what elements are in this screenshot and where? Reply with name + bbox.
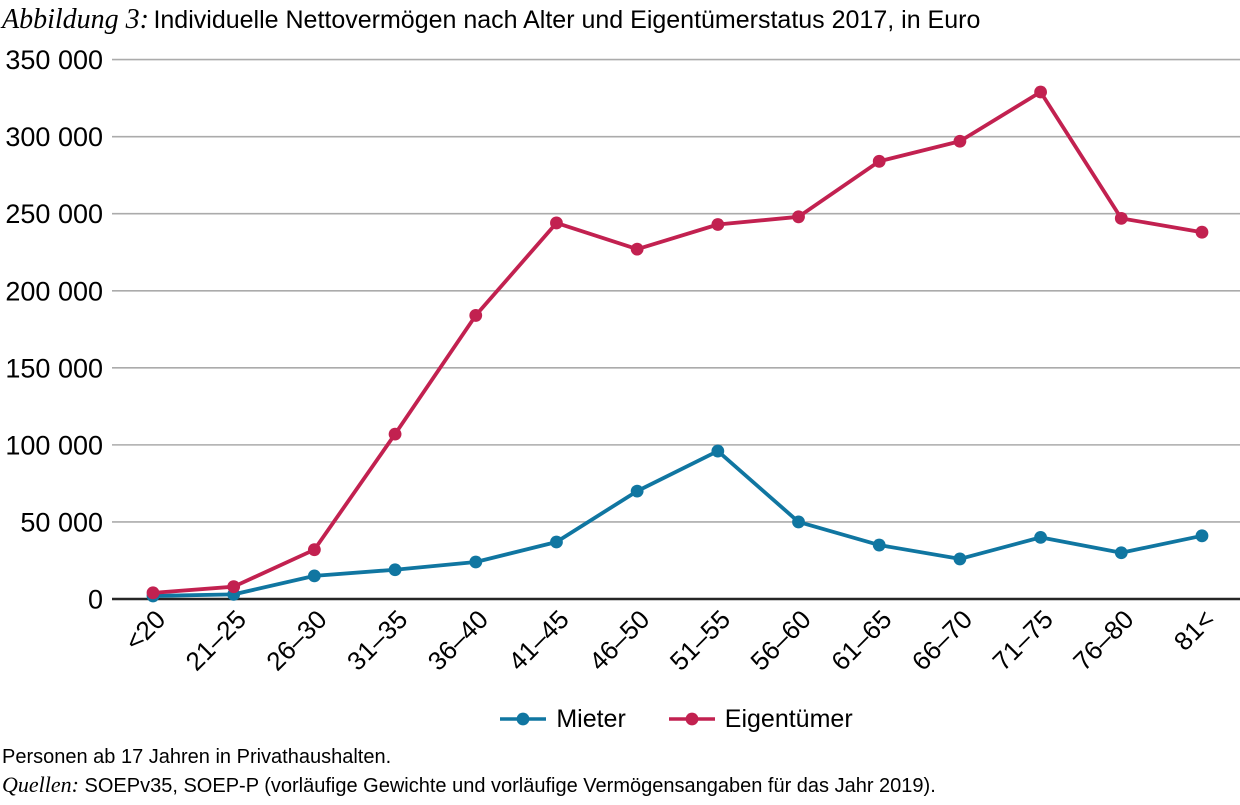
data-point-eigentümer-76–80 <box>1114 211 1128 225</box>
x-tick-label: 31–35 <box>341 604 413 676</box>
data-point-mieter-81< <box>1195 529 1209 543</box>
data-point-mieter-46–50 <box>630 484 644 498</box>
data-point-eigentümer-51–55 <box>711 218 725 231</box>
x-tick-label: 61–65 <box>825 604 897 676</box>
y-tick-label: 250 000 <box>5 199 103 229</box>
data-point-eigentümer-<20 <box>146 586 160 600</box>
chart-title-text: Individuelle Nettovermögen nach Alter un… <box>153 6 981 34</box>
x-tick-label: <20 <box>119 604 171 656</box>
x-tick-label: 26–30 <box>260 604 332 676</box>
eigentuemer-line-marker-icon <box>668 712 715 726</box>
data-point-eigentümer-71–75 <box>1034 85 1047 99</box>
sources-text: SOEPv35, SOEP-P (vorläufige Gewichte und… <box>78 775 936 797</box>
x-tick-label: 76–80 <box>1067 604 1139 676</box>
data-point-mieter-76–80 <box>1114 546 1128 560</box>
sources-label: Quellen: <box>2 772 79 797</box>
mieter-line-marker-icon <box>500 712 547 726</box>
x-tick-label: 41–45 <box>502 604 574 676</box>
data-point-eigentümer-46–50 <box>630 242 644 256</box>
figure-number-label: Abbildung 3: <box>2 4 149 35</box>
x-tick-label: 56–60 <box>744 604 816 676</box>
data-point-eigentümer-66–70 <box>953 134 967 148</box>
chart-title: Abbildung 3: Individuelle Nettovermögen … <box>2 4 980 36</box>
y-tick-label: 150 000 <box>5 353 103 383</box>
series-line-eigentümer <box>151 90 1204 595</box>
data-point-mieter-26–30 <box>307 569 321 583</box>
x-tick-label: 46–50 <box>583 604 655 676</box>
data-point-mieter-51–55 <box>711 444 725 458</box>
data-point-eigentümer-41–45 <box>550 216 563 230</box>
y-tick-label: 50 000 <box>20 507 103 537</box>
data-point-eigentümer-81< <box>1195 225 1209 239</box>
y-tick-label: 100 000 <box>5 430 103 460</box>
data-point-eigentümer-36–40 <box>469 309 483 322</box>
footer-note: Personen ab 17 Jahren in Privathaushalte… <box>2 746 392 768</box>
data-point-eigentümer-61–65 <box>872 154 886 168</box>
data-point-mieter-56–60 <box>792 515 805 529</box>
data-point-mieter-71–75 <box>1034 530 1047 544</box>
data-point-eigentümer-26–30 <box>307 543 321 557</box>
x-tick-label: 66–70 <box>906 604 978 676</box>
line-chart: 0 50 000 100 000 150 000 200 000 250 000 300 0… <box>5 45 1240 676</box>
y-tick-label: 350 000 <box>5 45 103 75</box>
legend-item-mieter: Mieter <box>499 704 626 734</box>
y-tick-label: 200 000 <box>5 276 103 306</box>
x-tick-label: 81< <box>1168 604 1220 656</box>
data-point-mieter-31–35 <box>388 563 402 577</box>
legend-label-mieter: Mieter <box>556 704 626 733</box>
data-point-mieter-41–45 <box>550 535 563 549</box>
chart-legend: Mieter Eigentümer <box>112 701 1240 737</box>
data-point-eigentümer-56–60 <box>792 210 805 224</box>
footer-sources: Quellen: SOEPv35, SOEP-P (vorläufige Gew… <box>2 772 936 798</box>
data-point-eigentümer-31–35 <box>388 427 402 441</box>
data-point-mieter-36–40 <box>469 555 483 569</box>
x-tick-label: 71–75 <box>986 604 1058 676</box>
legend-label-eigentuemer: Eigentümer <box>724 704 853 733</box>
series-line-mieter <box>151 449 1204 598</box>
x-tick-label: 51–55 <box>664 604 736 676</box>
y-tick-label: 300 000 <box>5 122 103 152</box>
x-tick-label: 36–40 <box>422 604 494 676</box>
y-tick-label: 0 <box>88 585 103 615</box>
data-point-mieter-66–70 <box>953 552 967 566</box>
data-point-eigentümer-21–25 <box>227 580 241 594</box>
legend-item-eigentuemer: Eigentümer <box>668 705 853 734</box>
data-point-mieter-61–65 <box>872 538 886 552</box>
x-tick-label: 21–25 <box>180 604 252 676</box>
